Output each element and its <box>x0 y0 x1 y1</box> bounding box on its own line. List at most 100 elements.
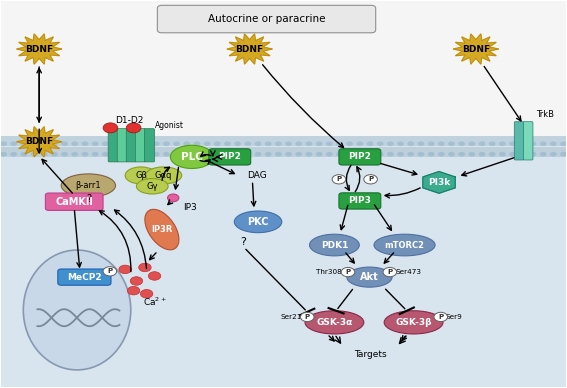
Ellipse shape <box>305 311 364 334</box>
Circle shape <box>346 152 353 156</box>
Circle shape <box>336 141 343 146</box>
Circle shape <box>275 141 282 146</box>
Ellipse shape <box>384 311 443 334</box>
Text: IP3R: IP3R <box>151 225 172 234</box>
Text: P: P <box>304 314 310 320</box>
FancyBboxPatch shape <box>1 1 566 136</box>
FancyBboxPatch shape <box>45 193 103 210</box>
Circle shape <box>357 141 363 146</box>
Circle shape <box>51 141 58 146</box>
Circle shape <box>326 141 333 146</box>
Circle shape <box>560 152 567 156</box>
Circle shape <box>364 175 378 184</box>
Text: BDNF: BDNF <box>25 45 53 54</box>
Circle shape <box>265 152 272 156</box>
Circle shape <box>234 141 241 146</box>
Circle shape <box>275 152 282 156</box>
Circle shape <box>285 152 292 156</box>
Circle shape <box>295 141 302 146</box>
Text: GSK-3α: GSK-3α <box>316 318 353 327</box>
Ellipse shape <box>125 167 157 184</box>
Text: P: P <box>438 314 443 320</box>
Ellipse shape <box>234 211 282 233</box>
FancyBboxPatch shape <box>108 129 119 162</box>
Circle shape <box>530 152 536 156</box>
Circle shape <box>214 152 221 156</box>
Circle shape <box>71 152 78 156</box>
Circle shape <box>499 141 506 146</box>
Circle shape <box>92 152 99 156</box>
FancyBboxPatch shape <box>117 129 128 162</box>
Circle shape <box>61 141 68 146</box>
Circle shape <box>20 152 27 156</box>
Circle shape <box>346 141 353 146</box>
Circle shape <box>417 141 424 146</box>
Circle shape <box>301 312 314 322</box>
Circle shape <box>434 312 447 322</box>
Circle shape <box>126 123 141 133</box>
Circle shape <box>143 141 150 146</box>
Circle shape <box>387 141 394 146</box>
Circle shape <box>509 152 516 156</box>
Circle shape <box>428 152 434 156</box>
Circle shape <box>489 141 496 146</box>
Text: PLC: PLC <box>181 152 203 162</box>
Text: Thr308: Thr308 <box>316 269 342 275</box>
Ellipse shape <box>23 250 131 370</box>
FancyBboxPatch shape <box>136 129 146 162</box>
Text: BDNF: BDNF <box>235 45 264 54</box>
Text: DAG: DAG <box>247 171 266 180</box>
Text: ?: ? <box>240 237 246 247</box>
FancyBboxPatch shape <box>1 136 566 387</box>
FancyBboxPatch shape <box>209 149 251 165</box>
Ellipse shape <box>137 178 168 194</box>
Circle shape <box>61 152 68 156</box>
Circle shape <box>112 141 119 146</box>
Circle shape <box>204 152 210 156</box>
Circle shape <box>20 141 27 146</box>
Text: Akt: Akt <box>360 272 379 282</box>
Ellipse shape <box>347 267 392 287</box>
Text: D1-D2: D1-D2 <box>116 116 144 125</box>
Circle shape <box>133 152 139 156</box>
Circle shape <box>130 277 143 285</box>
Circle shape <box>448 141 455 146</box>
Circle shape <box>550 141 557 146</box>
Circle shape <box>163 141 170 146</box>
Circle shape <box>306 141 312 146</box>
Circle shape <box>332 175 346 184</box>
Circle shape <box>479 152 485 156</box>
Text: ?: ? <box>86 194 91 204</box>
Circle shape <box>479 141 485 146</box>
FancyBboxPatch shape <box>339 193 381 209</box>
FancyBboxPatch shape <box>514 122 524 160</box>
Ellipse shape <box>310 234 359 256</box>
Circle shape <box>367 152 374 156</box>
Text: PI3k: PI3k <box>428 178 450 187</box>
Circle shape <box>428 141 434 146</box>
FancyBboxPatch shape <box>339 149 381 165</box>
Circle shape <box>183 152 190 156</box>
Circle shape <box>31 152 37 156</box>
Circle shape <box>407 141 414 146</box>
Circle shape <box>173 152 180 156</box>
Circle shape <box>128 286 140 295</box>
Circle shape <box>468 141 475 146</box>
Text: Ser21: Ser21 <box>280 314 302 320</box>
Circle shape <box>540 152 547 156</box>
Ellipse shape <box>374 234 435 256</box>
Text: PIP2: PIP2 <box>218 152 241 161</box>
Text: PKC: PKC <box>247 217 269 227</box>
Circle shape <box>265 141 272 146</box>
Circle shape <box>133 141 139 146</box>
Polygon shape <box>16 34 62 64</box>
Circle shape <box>397 141 404 146</box>
Circle shape <box>10 141 17 146</box>
Circle shape <box>224 152 231 156</box>
Text: IP3: IP3 <box>183 203 197 211</box>
Circle shape <box>468 152 475 156</box>
Polygon shape <box>227 34 272 64</box>
Circle shape <box>103 267 117 276</box>
Circle shape <box>41 152 48 156</box>
Circle shape <box>141 289 153 298</box>
